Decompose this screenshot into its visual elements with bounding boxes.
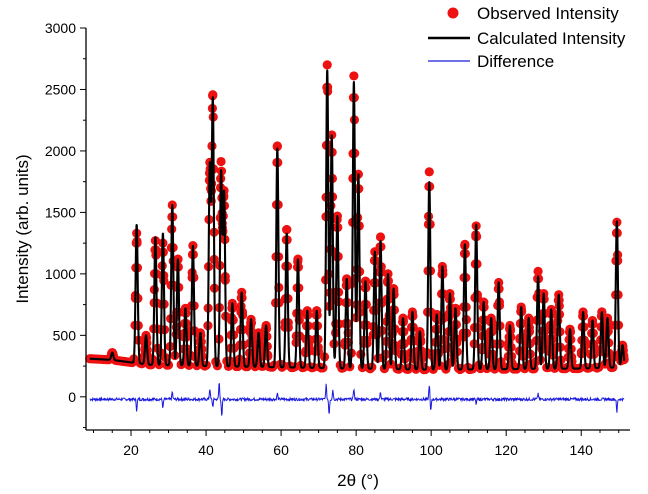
observed-point [375,232,386,242]
x-tick-label: 80 [348,442,364,458]
observed-point [533,266,543,277]
calculated-intensity-line [88,69,626,371]
x-tick-label: 60 [273,442,289,458]
x-axis-title: 2θ (°) [337,471,379,490]
legend: Observed Intensity Calculated Intensity … [428,4,626,71]
y-tick-label: 0 [68,389,76,405]
observed-point [216,156,226,167]
difference-line [89,382,625,416]
y-axis-title: Intensity (arb. units) [13,154,32,303]
legend-calculated-label: Calculated Intensity [477,29,626,48]
x-tick-label: 100 [419,442,443,458]
y-tick-label: 1500 [45,204,76,220]
y-tick-label: 3000 [45,20,76,36]
observed-point [282,225,292,235]
y-tick-label: 2500 [45,81,76,97]
y-tick-label: 2000 [45,143,76,159]
difference-series [89,382,625,416]
observed-point [208,90,218,100]
y-axis-ticks: 0 500 1000 1500 2000 2500 3000 [45,20,86,429]
legend-observed-label: Observed Intensity [477,4,619,23]
x-tick-label: 140 [570,442,594,458]
y-tick-label: 500 [53,327,77,343]
x-tick-label: 120 [495,442,519,458]
x-tick-label: 20 [123,442,139,458]
y-tick-label: 1000 [45,266,76,282]
x-axis-ticks: 20 40 60 80 100 120 140 [93,430,620,458]
legend-observed-marker [447,7,459,19]
observed-point [322,60,332,70]
observed-point [272,141,282,151]
calculated-intensity-series [88,69,626,371]
legend-difference-label: Difference [477,52,554,71]
observed-point [349,71,359,81]
axes-frame [85,28,630,431]
observed-point [424,167,434,177]
x-tick-label: 40 [198,442,214,458]
